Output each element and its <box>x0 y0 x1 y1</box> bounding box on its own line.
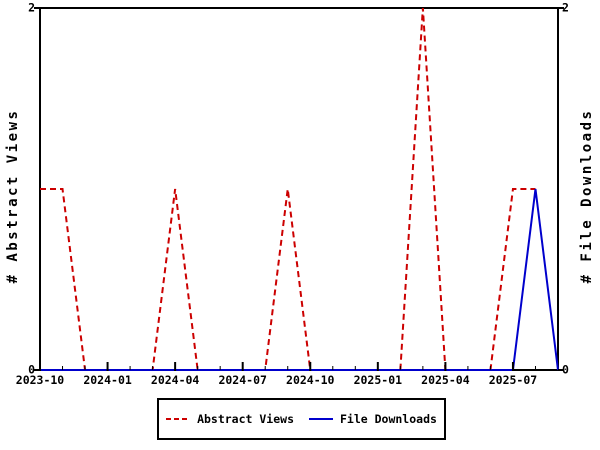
x-tick-label: 2024-01 <box>83 373 132 387</box>
legend-item-file-downloads: File Downloads <box>309 412 437 426</box>
y-axis-left-tick-label-bottom: 0 <box>28 362 35 377</box>
solid-line-icon <box>309 418 333 420</box>
y-axis-right-tick-label-top: 2 <box>562 0 569 15</box>
x-tick-label: 2024-07 <box>218 373 267 387</box>
x-tick-label: 2024-10 <box>286 373 335 387</box>
y-axis-right-tick-label-bottom: 0 <box>562 362 569 377</box>
plot-border <box>39 7 559 371</box>
legend-item-abstract-views: Abstract Views <box>166 412 294 426</box>
y-axis-title-right: # File Downloads <box>579 108 595 284</box>
series-line-1 <box>40 188 559 371</box>
x-tick-label: 2025-04 <box>421 373 470 387</box>
y-axis-left-tick-label-top: 2 <box>28 0 35 15</box>
x-tick-label: 2024-04 <box>150 373 200 387</box>
legend: Abstract Views File Downloads <box>157 398 446 440</box>
x-tick-label: 2025-01 <box>353 373 403 387</box>
x-tick-label: 2023-10 <box>15 373 65 387</box>
legend-label-abstract-views: Abstract Views <box>197 412 294 426</box>
series-line-0 <box>40 7 536 371</box>
dashed-line-icon <box>166 418 191 420</box>
x-tick-label: 2025-07 <box>488 373 538 387</box>
legend-label-file-downloads: File Downloads <box>340 412 437 426</box>
y-axis-title-left: # Abstract Views <box>5 108 21 284</box>
